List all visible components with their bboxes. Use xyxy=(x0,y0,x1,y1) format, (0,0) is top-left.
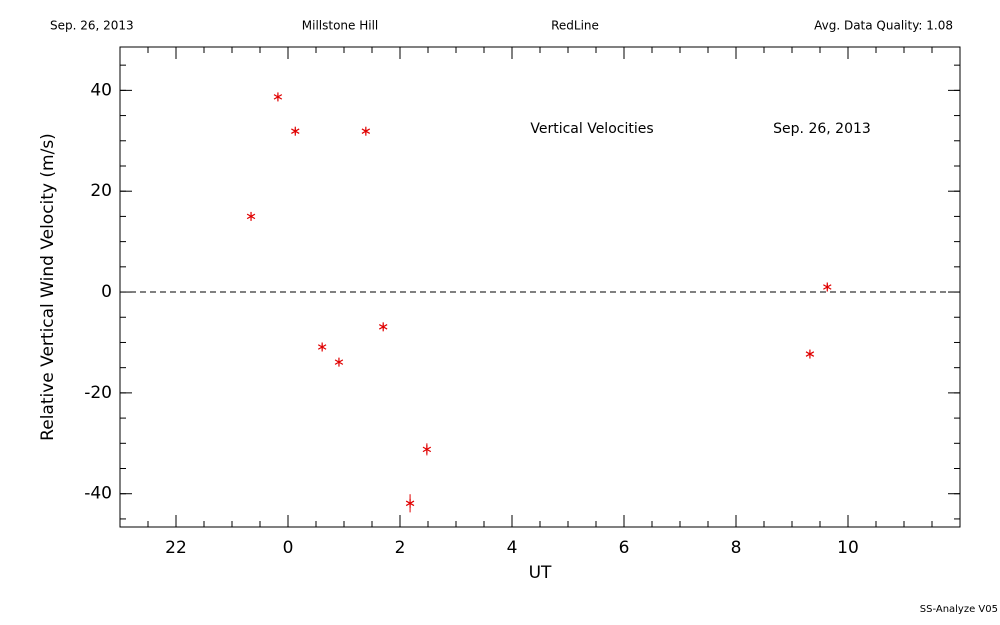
point xyxy=(361,126,371,136)
footer: SS-Analyze V05 xyxy=(920,604,998,615)
point xyxy=(291,126,300,136)
annotation: Vertical Velocities xyxy=(530,121,653,137)
annotation: Sep. 26, 2013 xyxy=(773,121,871,137)
y-tick-label: 40 xyxy=(90,80,112,100)
header-date: Sep. 26, 2013 xyxy=(50,19,134,33)
y-tick-label: -40 xyxy=(84,484,112,504)
point xyxy=(422,444,432,454)
marker-stroke xyxy=(334,359,344,365)
x-tick-label: 8 xyxy=(731,538,742,558)
y-tick-label: 20 xyxy=(90,181,112,201)
y-tick-label: 0 xyxy=(101,282,112,302)
header-quality: Avg. Data Quality: 1.08 xyxy=(814,19,953,33)
point xyxy=(378,322,388,332)
x-tick-label: 6 xyxy=(619,538,630,558)
point xyxy=(823,282,832,292)
point xyxy=(273,92,283,102)
plot-frame xyxy=(119,46,961,528)
x-tick-label: 4 xyxy=(507,538,518,558)
point xyxy=(246,211,256,221)
marker-stroke xyxy=(361,128,371,134)
header-line: RedLine xyxy=(551,19,599,33)
header-site: Millstone Hill xyxy=(302,19,378,33)
marker-stroke xyxy=(246,213,256,220)
marker-stroke xyxy=(405,500,415,507)
marker-stroke xyxy=(317,344,327,350)
y-axis-label: Relative Vertical Wind Velocity (m/s) xyxy=(38,133,58,441)
marker-stroke xyxy=(273,94,283,100)
x-tick-label: 0 xyxy=(283,538,294,558)
x-tick-label: 10 xyxy=(837,538,859,558)
x-axis-label: UT xyxy=(529,563,552,583)
marker-stroke xyxy=(378,324,388,330)
marker-stroke xyxy=(291,128,300,134)
point xyxy=(805,349,815,359)
x-tick-label: 2 xyxy=(395,538,406,558)
x-tick-label: 22 xyxy=(165,538,187,558)
point xyxy=(317,342,327,352)
marker-stroke xyxy=(422,446,432,453)
marker-stroke xyxy=(805,351,815,357)
marker-stroke xyxy=(823,284,832,290)
point xyxy=(334,357,344,367)
y-tick-label: -20 xyxy=(84,383,112,403)
point xyxy=(405,498,415,508)
